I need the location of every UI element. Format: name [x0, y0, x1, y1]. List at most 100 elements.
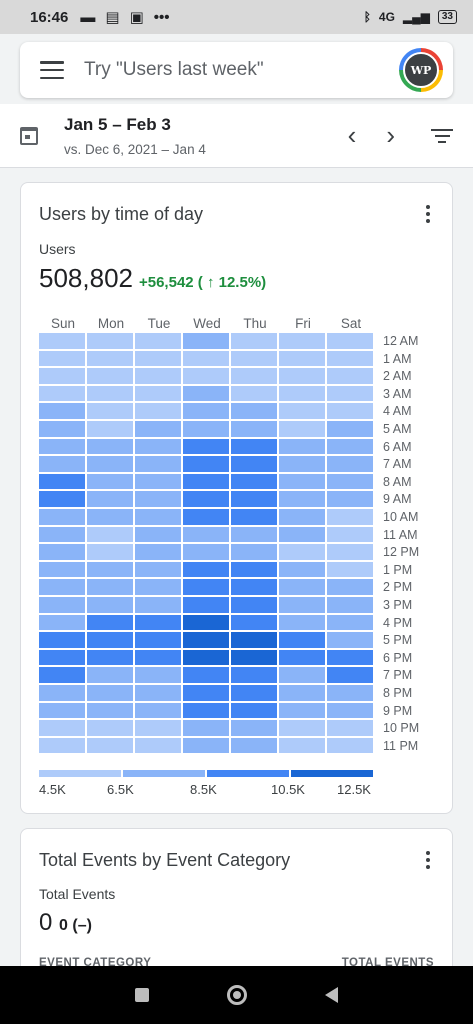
heatmap-cell[interactable]	[327, 632, 373, 648]
heatmap-cell[interactable]	[183, 579, 229, 595]
heatmap-cell[interactable]	[135, 685, 181, 701]
heatmap-cell[interactable]	[87, 368, 133, 384]
heatmap-cell[interactable]	[87, 614, 133, 631]
heatmap-cell[interactable]	[39, 649, 85, 666]
heatmap-cell[interactable]	[183, 597, 229, 613]
heatmap-cell[interactable]	[327, 685, 373, 701]
heatmap-cell[interactable]	[87, 438, 133, 455]
heatmap-cell[interactable]	[231, 368, 277, 384]
heatmap-cell[interactable]	[327, 385, 373, 402]
heatmap-cell[interactable]	[87, 456, 133, 472]
heatmap-cell[interactable]	[39, 597, 85, 613]
heatmap-cell[interactable]	[87, 333, 133, 349]
heatmap-cell[interactable]	[135, 491, 181, 507]
heatmap-cell[interactable]	[39, 403, 85, 419]
heatmap-cell[interactable]	[327, 333, 373, 349]
heatmap-cell[interactable]	[279, 561, 325, 578]
heatmap-cell[interactable]	[135, 579, 181, 595]
heatmap-cell[interactable]	[39, 509, 85, 525]
heatmap-cell[interactable]	[39, 385, 85, 402]
heatmap-cell[interactable]	[87, 385, 133, 402]
heatmap-cell[interactable]	[279, 350, 325, 367]
date-range-picker[interactable]: Jan 5 – Feb 3 vs. Dec 6, 2021 – Jan 4	[64, 115, 206, 157]
heatmap-cell[interactable]	[135, 614, 181, 631]
heatmap-cell[interactable]	[135, 421, 181, 437]
heatmap-cell[interactable]	[231, 526, 277, 543]
heatmap-cell[interactable]	[327, 667, 373, 683]
heatmap-cell[interactable]	[39, 350, 85, 367]
heatmap-cell[interactable]	[279, 421, 325, 437]
heatmap-cell[interactable]	[231, 509, 277, 525]
heatmap-cell[interactable]	[231, 614, 277, 631]
heatmap-cell[interactable]	[183, 632, 229, 648]
heatmap-cell[interactable]	[279, 614, 325, 631]
heatmap-cell[interactable]	[327, 403, 373, 419]
heatmap-cell[interactable]	[279, 456, 325, 472]
heatmap-cell[interactable]	[183, 667, 229, 683]
heatmap-cell[interactable]	[183, 456, 229, 472]
heatmap-cell[interactable]	[39, 421, 85, 437]
heatmap-cell[interactable]	[231, 473, 277, 490]
heatmap-cell[interactable]	[327, 702, 373, 719]
more-options-icon[interactable]	[426, 851, 430, 869]
heatmap-cell[interactable]	[327, 544, 373, 560]
heatmap-cell[interactable]	[87, 632, 133, 648]
heatmap-cell[interactable]	[231, 685, 277, 701]
filter-icon[interactable]	[431, 128, 453, 143]
heatmap-cell[interactable]	[279, 667, 325, 683]
heatmap-cell[interactable]	[327, 737, 373, 754]
heatmap-cell[interactable]	[135, 350, 181, 367]
heatmap-cell[interactable]	[87, 667, 133, 683]
heatmap-cell[interactable]	[135, 526, 181, 543]
heatmap-cell[interactable]	[327, 350, 373, 367]
heatmap-cell[interactable]	[279, 649, 325, 666]
heatmap-cell[interactable]	[39, 438, 85, 455]
heatmap-cell[interactable]	[39, 737, 85, 754]
heatmap-cell[interactable]	[183, 350, 229, 367]
heatmap-cell[interactable]	[87, 737, 133, 754]
heatmap-cell[interactable]	[231, 702, 277, 719]
heatmap-cell[interactable]	[87, 350, 133, 367]
heatmap-cell[interactable]	[231, 649, 277, 666]
heatmap-cell[interactable]	[87, 403, 133, 419]
heatmap-cell[interactable]	[87, 544, 133, 560]
heatmap-cell[interactable]	[231, 579, 277, 595]
heatmap-cell[interactable]	[87, 421, 133, 437]
heatmap-cell[interactable]	[231, 456, 277, 472]
heatmap-cell[interactable]	[135, 385, 181, 402]
heatmap-cell[interactable]	[135, 561, 181, 578]
heatmap-cell[interactable]	[279, 509, 325, 525]
heatmap-cell[interactable]	[135, 438, 181, 455]
heatmap-cell[interactable]	[183, 385, 229, 402]
heatmap-cell[interactable]	[87, 491, 133, 507]
menu-icon[interactable]	[40, 61, 64, 79]
heatmap-cell[interactable]	[327, 421, 373, 437]
heatmap-cell[interactable]	[135, 597, 181, 613]
heatmap-cell[interactable]	[39, 561, 85, 578]
heatmap-cell[interactable]	[231, 544, 277, 560]
heatmap-cell[interactable]	[39, 333, 85, 349]
search-bar[interactable]: Try "Users last week" WP	[20, 42, 453, 98]
calendar-icon[interactable]	[20, 126, 38, 145]
heatmap-cell[interactable]	[39, 456, 85, 472]
heatmap-cell[interactable]	[87, 597, 133, 613]
previous-period-button[interactable]: ‹	[347, 120, 357, 150]
heatmap-cell[interactable]	[231, 403, 277, 419]
heatmap-cell[interactable]	[279, 632, 325, 648]
heatmap-cell[interactable]	[183, 509, 229, 525]
heatmap-cell[interactable]	[327, 649, 373, 666]
heatmap-cell[interactable]	[39, 473, 85, 490]
heatmap-cell[interactable]	[39, 491, 85, 507]
heatmap-cell[interactable]	[87, 561, 133, 578]
heatmap-cell[interactable]	[231, 632, 277, 648]
heatmap-cell[interactable]	[327, 456, 373, 472]
heatmap-cell[interactable]	[279, 737, 325, 754]
heatmap-cell[interactable]	[39, 685, 85, 701]
heatmap-cell[interactable]	[87, 720, 133, 736]
heatmap-cell[interactable]	[39, 667, 85, 683]
more-options-icon[interactable]	[426, 205, 430, 223]
heatmap-cell[interactable]	[87, 685, 133, 701]
heatmap-cell[interactable]	[279, 579, 325, 595]
heatmap-cell[interactable]	[183, 649, 229, 666]
heatmap-cell[interactable]	[87, 702, 133, 719]
